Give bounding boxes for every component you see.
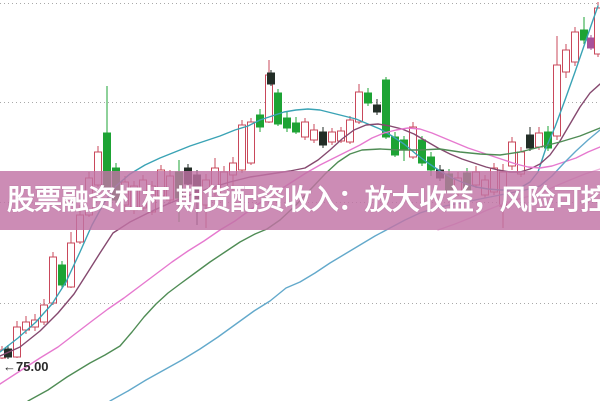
candle-body — [328, 131, 336, 143]
candle-body — [238, 124, 246, 171]
candle-up — [301, 118, 309, 140]
banner-text: 股票融资杠杆 期货配资收入：放大收益，风险可控？ — [7, 183, 600, 215]
candle-body — [337, 130, 345, 142]
candle-body — [391, 136, 399, 156]
candle-down — [382, 77, 390, 139]
candle-body — [355, 91, 363, 123]
candle-body — [364, 92, 372, 104]
candle-body — [544, 131, 552, 149]
candle-down — [58, 261, 66, 289]
candle-down — [274, 89, 282, 126]
candle-up — [553, 36, 561, 140]
candle-body — [526, 134, 534, 149]
candle-dark — [319, 127, 327, 148]
candle-body — [400, 139, 408, 151]
candle-body — [418, 139, 426, 164]
text-banner: 股票融资杠杆 期货配资收入：放大收益，风险可控？ — [0, 171, 600, 230]
candle-magenta — [587, 35, 595, 50]
candle-body — [373, 104, 381, 113]
candle-body — [382, 79, 390, 138]
candle-body — [58, 264, 66, 286]
candle-dark — [373, 99, 381, 115]
candle-up — [67, 232, 75, 288]
candle-body — [310, 129, 318, 141]
candle-body — [535, 132, 543, 148]
candle-down — [544, 126, 552, 151]
candle-body — [267, 72, 275, 85]
candle-up — [562, 44, 570, 78]
candle-body — [301, 121, 309, 138]
candle-body — [13, 326, 21, 358]
candle-up — [49, 252, 57, 305]
candle-body — [562, 49, 570, 73]
candle-dark — [526, 127, 534, 151]
candle-down — [418, 136, 426, 166]
candle-body — [587, 37, 595, 49]
candle-down — [364, 88, 372, 106]
ma-line-mid-purple — [0, 83, 600, 357]
ma-line-pink — [0, 127, 600, 385]
candle-body — [49, 256, 57, 304]
candle-body — [319, 131, 327, 146]
candle-body — [553, 64, 561, 137]
candle-body — [409, 126, 417, 158]
candle-up — [328, 128, 336, 145]
candle-up — [310, 124, 318, 143]
candle-down — [292, 117, 300, 134]
candle-up — [247, 118, 255, 165]
candle-down — [391, 132, 399, 157]
candle-body — [292, 122, 300, 133]
candle-up — [594, 2, 600, 57]
candle-up — [355, 84, 363, 124]
candle-down — [283, 112, 291, 132]
candle-body — [247, 121, 255, 164]
candle-body — [283, 117, 291, 129]
candle-up — [571, 27, 579, 66]
candle-up — [238, 120, 246, 173]
candle-down — [400, 136, 408, 161]
price-marker: ←75.00 — [3, 359, 49, 374]
candle-up — [346, 116, 354, 144]
candle-up — [265, 60, 273, 123]
candle-dark — [267, 70, 275, 86]
candle-body — [571, 31, 579, 63]
candle-body — [274, 92, 282, 125]
